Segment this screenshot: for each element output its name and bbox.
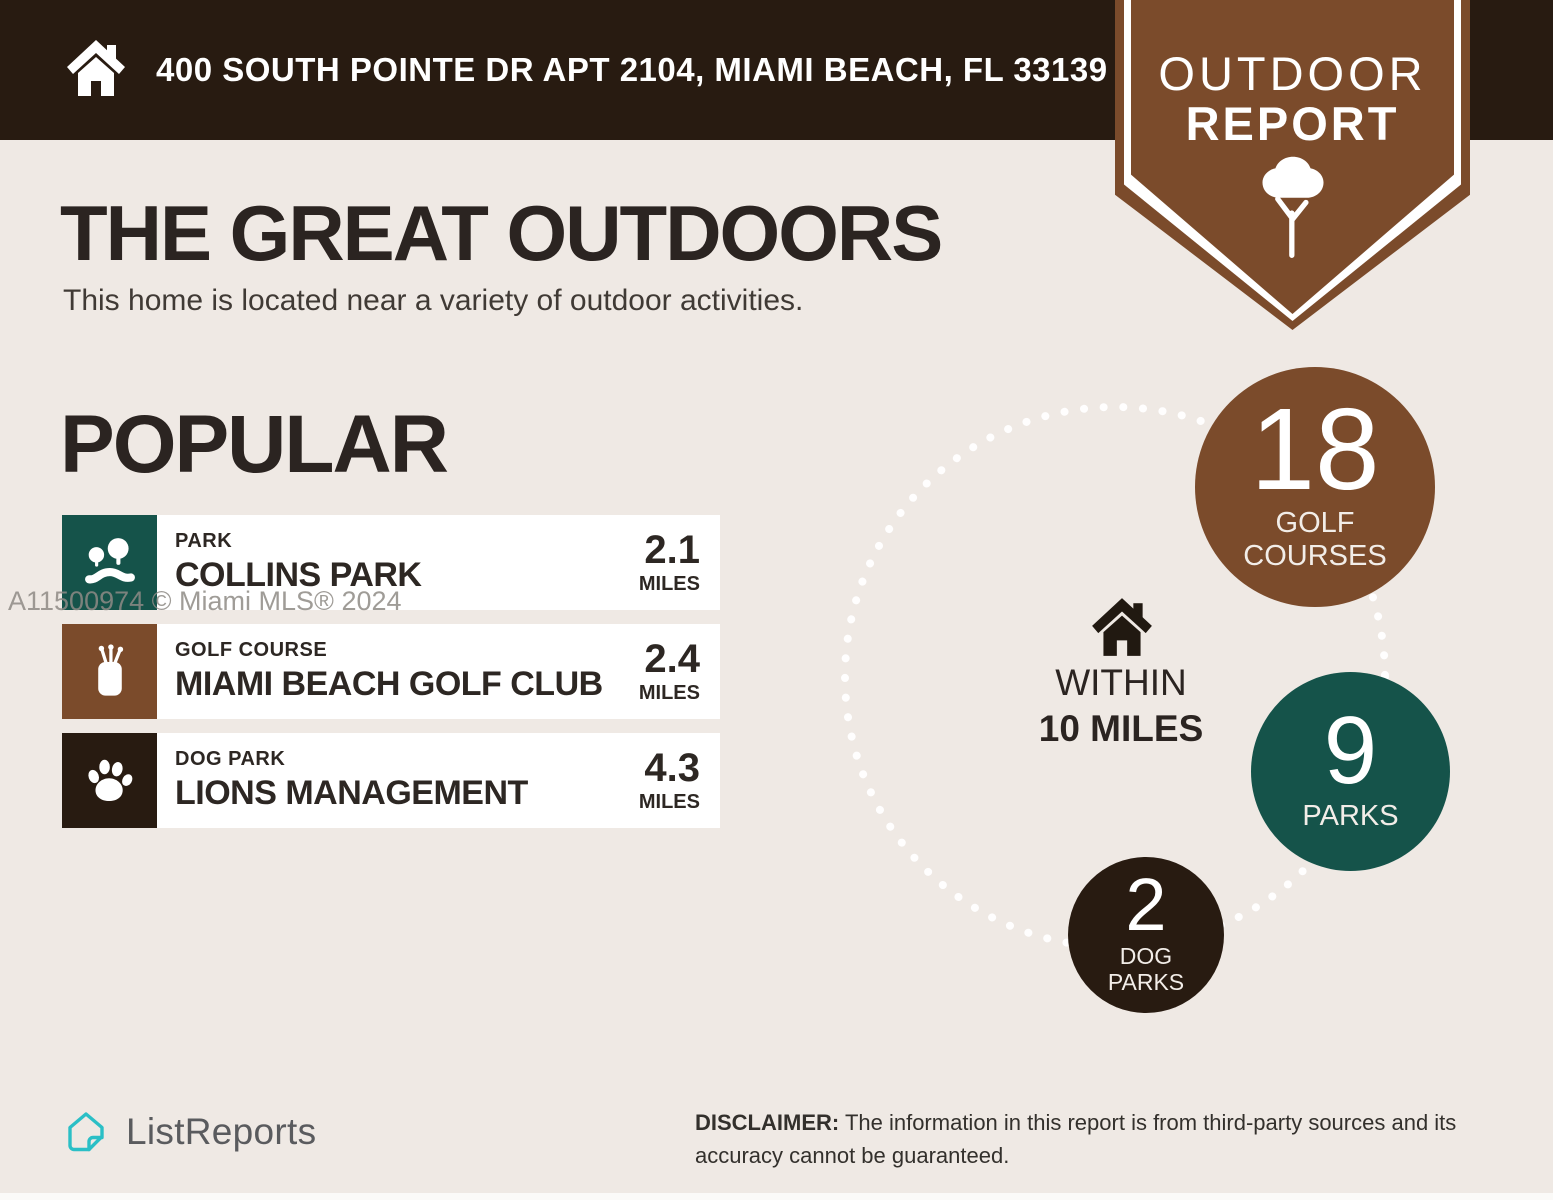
park-trees-icon bbox=[84, 537, 135, 583]
listreports-wordmark: ListReports bbox=[126, 1111, 317, 1152]
bubble-value: 18 bbox=[1250, 384, 1380, 515]
within-label-line2: 10 MILES bbox=[1038, 708, 1204, 749]
radius-ring bbox=[841, 403, 1389, 951]
paw-icon bbox=[87, 759, 132, 801]
park-icon-tile bbox=[62, 515, 157, 610]
item-name: LIONS MANAGEMENT bbox=[175, 774, 528, 812]
bubble-label: DOG PARKS bbox=[1107, 943, 1185, 996]
item-distance: 4.3 bbox=[644, 745, 700, 790]
dog-park-icon-tile bbox=[62, 733, 157, 828]
bubble-value: 2 bbox=[1125, 863, 1167, 947]
disclaimer: DISCLAIMER: The information in this repo… bbox=[695, 1106, 1507, 1172]
bubble-label: PARKS bbox=[1302, 799, 1399, 832]
home-icon bbox=[67, 40, 125, 96]
address-text: 400 SOUTH POINTE DR APT 2104, MIAMI BEAC… bbox=[156, 51, 1108, 88]
item-category: GOLF COURSE bbox=[175, 639, 328, 661]
bubble-parks: 9 PARKS bbox=[1251, 672, 1450, 871]
listreports-logo: ListReports bbox=[62, 1108, 316, 1156]
popular-heading: POPULAR bbox=[60, 399, 449, 490]
list-item-golf-course: GOLF COURSE MIAMI BEACH GOLF CLUB 2.4 MI… bbox=[62, 624, 720, 719]
mls-watermark: A11500974 © Miami MLS® 2024 bbox=[8, 586, 402, 616]
bubble-dog-parks: 2 DOG PARKS bbox=[1068, 857, 1224, 1013]
page-title: THE GREAT OUTDOORS bbox=[60, 189, 943, 277]
item-category: DOG PARK bbox=[175, 748, 286, 770]
listreports-icon bbox=[68, 1112, 104, 1152]
disclaimer-text: The information in this report is from t… bbox=[695, 1110, 1457, 1168]
badge-title-line1: OUTDOOR bbox=[1158, 47, 1427, 100]
item-distance: 2.4 bbox=[644, 636, 700, 681]
page-subtitle: This home is located near a variety of o… bbox=[63, 284, 804, 317]
item-category: PARK bbox=[175, 530, 233, 552]
bottom-strip bbox=[0, 1193, 1553, 1200]
item-distance: 2.1 bbox=[644, 527, 700, 572]
item-distance-unit: MILES bbox=[638, 572, 700, 595]
item-name: MIAMI BEACH GOLF CLUB bbox=[175, 665, 603, 703]
item-name: COLLINS PARK bbox=[175, 556, 422, 594]
within-radius-label: WITHIN 10 MILES bbox=[1015, 662, 1227, 750]
list-item-park: PARK COLLINS PARK 2.1 MILES bbox=[62, 515, 720, 610]
bubble-value: 9 bbox=[1323, 697, 1378, 805]
golf-bag-icon bbox=[97, 643, 123, 696]
list-item-dog-park: DOG PARK LIONS MANAGEMENT 4.3 MILES bbox=[62, 733, 720, 828]
golf-icon-tile bbox=[62, 624, 157, 719]
badge-title-line2: REPORT bbox=[1185, 97, 1400, 150]
outdoor-report-badge: OUTDOOR REPORT bbox=[1115, 0, 1470, 330]
tree-icon bbox=[1261, 156, 1324, 258]
within-label-line1: WITHIN bbox=[1055, 662, 1187, 703]
house-icon bbox=[1092, 598, 1152, 656]
bubble-golf-courses: 18 GOLF COURSES bbox=[1195, 367, 1435, 607]
item-distance-unit: MILES bbox=[638, 790, 700, 813]
item-distance-unit: MILES bbox=[638, 681, 700, 704]
disclaimer-label: DISCLAIMER: bbox=[695, 1110, 840, 1135]
bubble-label: GOLF COURSES bbox=[1243, 506, 1387, 573]
